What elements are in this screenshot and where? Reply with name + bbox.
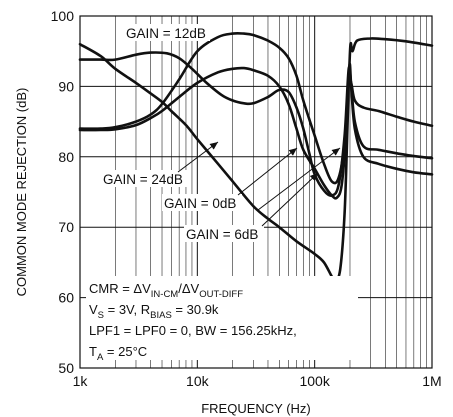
y-tick-label: 70 bbox=[58, 219, 74, 235]
series-label-24db: GAIN = 24dB bbox=[103, 172, 183, 187]
series-label-12db: GAIN = 12dB bbox=[126, 26, 206, 41]
condition-line-filter: LPF1 = LPF0 = 0, BW = 156.25kHz, bbox=[89, 323, 297, 338]
y-tick-label: 80 bbox=[58, 149, 74, 165]
series-label-6db: GAIN = 6dB bbox=[186, 227, 258, 242]
y-tick-label: 50 bbox=[58, 360, 74, 376]
x-tick-label: 10k bbox=[186, 373, 210, 389]
series-label-0db: GAIN = 0dB bbox=[164, 196, 236, 211]
x-tick-label: 1k bbox=[73, 373, 89, 389]
x-tick-label: 1M bbox=[422, 373, 441, 389]
y-axis-label: COMMON MODE REJECTION (dB) bbox=[14, 88, 29, 297]
x-tick-label: 100k bbox=[299, 373, 330, 389]
test-conditions: CMR = ΔVIN-CM/ΔVOUT-DIFF VS = 3V, RBIAS … bbox=[86, 276, 358, 363]
y-tick-label: 100 bbox=[51, 8, 75, 24]
x-axis-label: FREQUENCY (Hz) bbox=[201, 401, 311, 416]
y-tick-label: 90 bbox=[58, 78, 74, 94]
y-tick-label: 60 bbox=[58, 290, 74, 306]
